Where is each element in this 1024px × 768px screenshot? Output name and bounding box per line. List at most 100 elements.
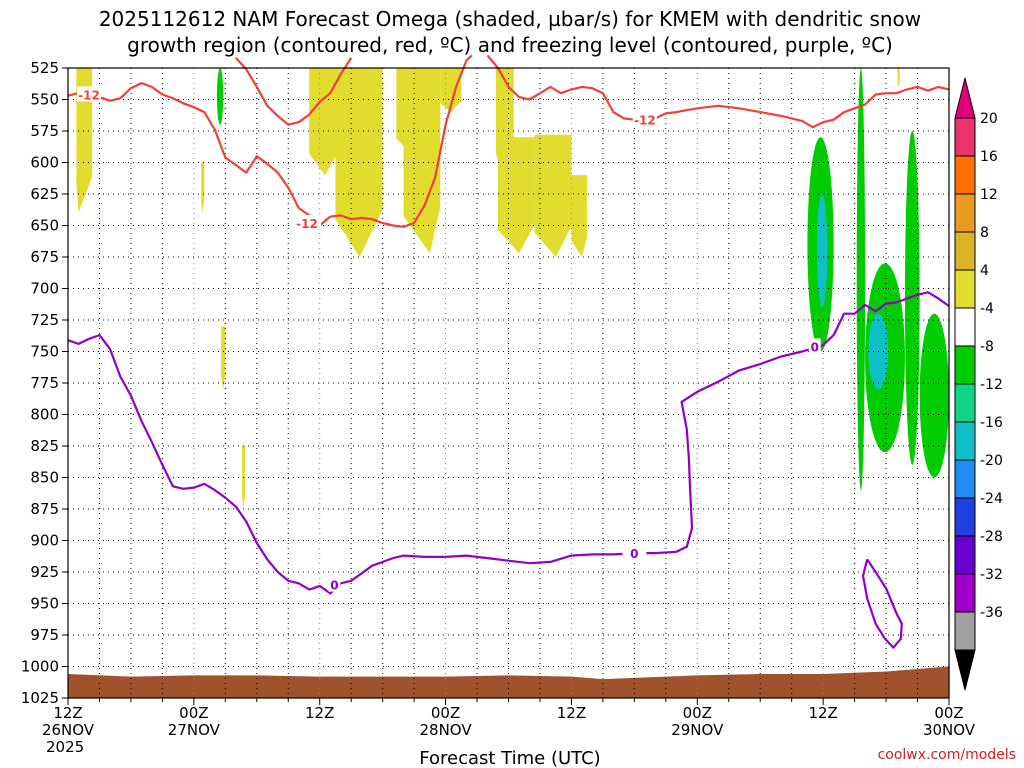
positive-omega-region [498, 137, 535, 254]
dgz-contour [67, 54, 473, 228]
positive-omega-region [335, 68, 383, 257]
y-tick-label: 525 [30, 59, 59, 77]
y-tick-label: 725 [30, 311, 59, 329]
colorbar-bin [954, 383, 976, 423]
chart-title-line-1: 2025112612 NAM Forecast Omega (shaded, µ… [99, 7, 921, 31]
x-tick-label: 12Z [808, 704, 837, 722]
x-tick-label: 30NOV [923, 721, 976, 739]
temperature-contours: -12 -12 0 -12 0 0 [67, 54, 950, 649]
x-tick-label: 28NOV [420, 721, 473, 739]
y-tick-label: 800 [30, 406, 59, 424]
positive-omega-region [76, 68, 93, 213]
y-tick-label: 600 [30, 154, 59, 172]
positive-omega-region [403, 68, 441, 254]
dgz-contour [486, 54, 950, 129]
colorbar-label: -12 [980, 377, 1003, 393]
colorbar-bin [954, 117, 976, 157]
colorbar-bin [954, 193, 976, 233]
contour-label: -12 [78, 88, 100, 102]
contour-label-background [622, 545, 647, 561]
y-tick-label: 1025 [21, 689, 59, 707]
x-tick-label: 00Z [934, 704, 963, 722]
contour-label-background [808, 338, 821, 354]
negative-omega-region [216, 68, 224, 125]
dgz-contour [234, 57, 353, 126]
x-tick-label: 12Z [53, 704, 82, 722]
positive-omega-region [897, 68, 900, 87]
y-tick-label: 850 [30, 469, 59, 487]
chart-title-line-2: growth region (contoured, red, ºC) and f… [127, 33, 893, 57]
y-tick-label: 950 [30, 595, 59, 613]
positive-omega-region [201, 162, 205, 213]
contour-label: 0 [330, 579, 338, 593]
contour-label: -12 [296, 217, 318, 231]
freezing-level-contour [67, 291, 950, 595]
colorbar-label: -28 [980, 529, 1003, 545]
colorbar-label: -32 [980, 567, 1003, 583]
colorbar-bin [954, 155, 976, 195]
colorbar-label: -24 [980, 491, 1003, 507]
y-tick-label: 550 [30, 91, 59, 109]
colorbar-label: -16 [980, 415, 1003, 431]
contour-label-background [76, 86, 101, 102]
colorbar-label: 8 [980, 225, 989, 241]
y-tick-label: 900 [30, 532, 59, 550]
colorbar-bin [954, 307, 976, 347]
colorbar-bin [954, 421, 976, 461]
y-tick-label: 1000 [21, 658, 59, 676]
colorbar-bin [954, 535, 976, 575]
positive-omega-region [571, 175, 588, 257]
colorbar-bin [954, 459, 976, 499]
colorbar-bottom-arrow [954, 649, 976, 691]
contour-label: 0 [630, 547, 638, 561]
positive-omega-region [221, 326, 226, 390]
strong-negative-omega-region [816, 194, 828, 308]
y-tick-label: 775 [30, 374, 59, 392]
x-tick-label: 26NOV [42, 721, 95, 739]
y-tick-label: 625 [30, 185, 59, 203]
colorbar-label: 12 [980, 187, 998, 203]
y-tick-label: 575 [30, 122, 59, 140]
y-tick-label: 675 [30, 248, 59, 266]
positive-omega-region [309, 68, 341, 176]
y-tick-label: 975 [30, 626, 59, 644]
contour-label: -12 [634, 114, 656, 128]
colorbar-bin [954, 231, 976, 271]
colorbar-bin [954, 345, 976, 385]
y-tick-label: 750 [30, 343, 59, 361]
y-tick-label: 825 [30, 437, 59, 455]
positive-omega-region [440, 68, 462, 113]
contour-label-background [293, 214, 322, 230]
x-tick-label: 12Z [305, 704, 334, 722]
x-tick-label: 00Z [179, 704, 208, 722]
colorbar-label: -8 [980, 339, 994, 355]
x-tick-label: 00Z [683, 704, 712, 722]
x-axis-label: Forecast Time (UTC) [419, 748, 600, 768]
contour-label: 0 [811, 340, 819, 354]
x-tick-label: 12Z [557, 704, 586, 722]
colorbar-label: -4 [980, 301, 994, 317]
contour-label-background [632, 111, 657, 127]
colorbar-label: 4 [980, 263, 989, 279]
y-tick-label: 650 [30, 217, 59, 235]
y-tick-label: 875 [30, 500, 59, 518]
y-tick-label: 700 [30, 280, 59, 298]
colorbar-label: -20 [980, 453, 1003, 469]
colorbar: 20 16 12 8 4 -4 -8 -12 -16 -20 -24 -28 -32 -36 [954, 77, 1003, 691]
x-tick-label: 29NOV [671, 721, 724, 739]
positive-omega-region [534, 134, 572, 257]
terrain-fill [68, 666, 949, 698]
terrain-surface [68, 666, 949, 698]
negative-omega-region [856, 67, 866, 491]
contour-label-background [328, 576, 341, 592]
x-tick-label: 27NOV [168, 721, 221, 739]
y-tick-label: 925 [30, 563, 59, 581]
negative-omega-region [919, 313, 949, 478]
colorbar-bin [954, 497, 976, 537]
colorbar-bin [954, 269, 976, 309]
colorbar-label: 20 [980, 111, 998, 127]
colorbar-label: 16 [980, 149, 998, 165]
colorbar-label: -36 [980, 605, 1003, 621]
